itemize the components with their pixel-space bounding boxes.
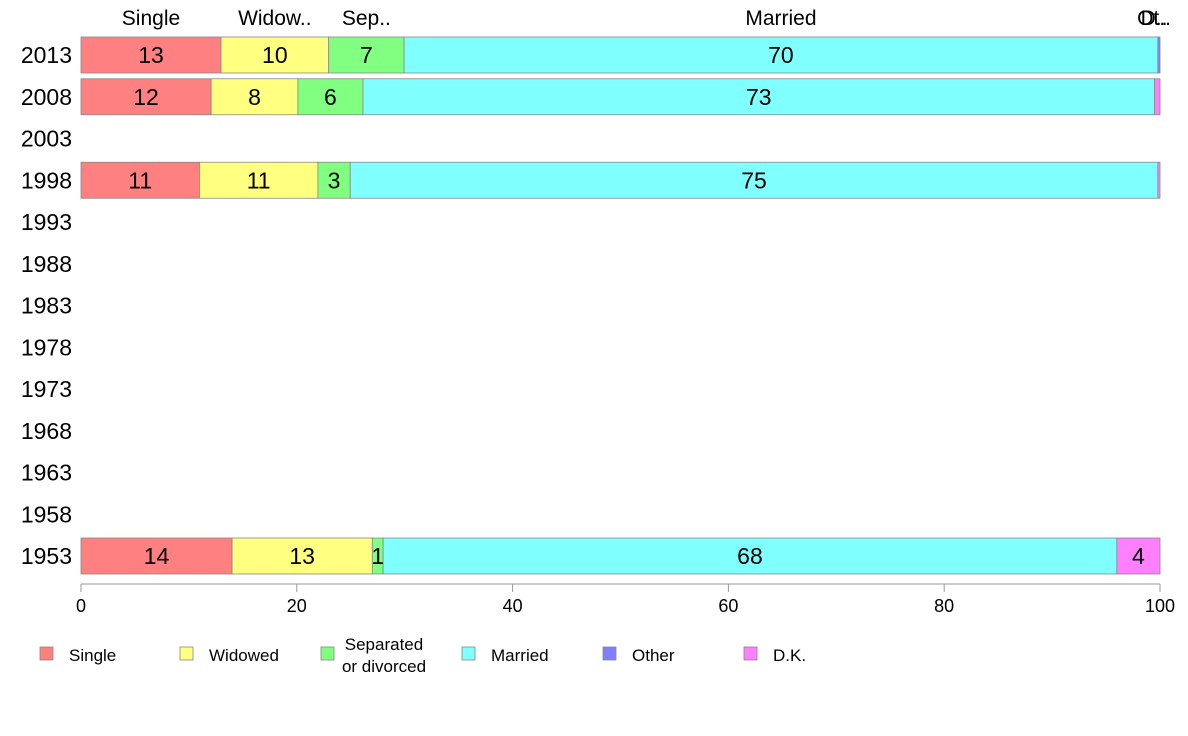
data-label: 12	[133, 84, 159, 110]
y-tick-label: 1973	[21, 376, 72, 402]
y-axis-labels: 2013 2008 2003 1998 1993 1988 1983 1978 1973 1968…	[21, 42, 72, 569]
data-label: 4	[1132, 543, 1145, 569]
bar-segment	[231, 537, 373, 575]
legend-label: Separated or divorced	[342, 635, 426, 676]
top-category-label: Ot..	[1137, 7, 1171, 30]
legend-label: Married	[491, 646, 549, 665]
y-tick-label: 2008	[21, 84, 72, 110]
data-label: 75	[741, 167, 767, 193]
x-tick-label: 100	[1145, 596, 1175, 616]
data-label: 13	[289, 543, 315, 569]
data-label: 3	[328, 167, 341, 193]
y-tick-label: 1958	[21, 501, 72, 527]
bar-segment	[1157, 161, 1161, 199]
data-label: 11	[247, 167, 271, 193]
data-label: 6	[324, 84, 337, 110]
bar-segment	[80, 161, 200, 199]
legend-label: Other	[632, 646, 675, 665]
bar-segment	[1116, 537, 1161, 575]
data-label: 73	[746, 84, 772, 110]
bar-segment	[80, 537, 233, 575]
x-tick-label: 40	[503, 596, 523, 616]
data-label: 70	[768, 42, 794, 68]
data-label: 68	[737, 543, 763, 569]
data-label: 10	[262, 42, 288, 68]
data-label: 8	[248, 84, 261, 110]
legend-swatch	[39, 646, 54, 661]
legend-swatch	[320, 646, 335, 661]
x-tick-label: 20	[287, 596, 307, 616]
legend-label: D.K.	[773, 646, 806, 665]
y-tick-label: 1993	[21, 209, 72, 235]
bar-segment	[362, 78, 1155, 116]
top-category-label: D..	[1141, 7, 1168, 30]
top-category-label: Sep..	[342, 7, 391, 30]
top-labels: Single Widow.. Sep.. Married Ot..D..	[122, 7, 1171, 30]
legend-swatch	[602, 646, 617, 661]
bar-segment	[297, 78, 364, 116]
bar-segment	[199, 161, 319, 199]
y-tick-label: 2013	[21, 42, 72, 68]
x-tick-label: 60	[718, 596, 738, 616]
top-category-label: Married	[745, 7, 816, 30]
bar-segment	[317, 161, 351, 199]
x-tick-label: 0	[76, 596, 86, 616]
x-axis: 0 20 40 60 80 100	[76, 583, 1175, 616]
y-tick-label: 1953	[21, 543, 72, 569]
legend-swatch	[743, 646, 758, 661]
legend-label: Widowed	[209, 646, 279, 665]
data-label: 1	[371, 543, 384, 569]
bar-segment	[80, 78, 212, 116]
y-tick-label: 1983	[21, 293, 72, 319]
y-tick-label: 1963	[21, 460, 72, 486]
bar-segment	[1157, 36, 1161, 74]
bar-segment	[210, 78, 299, 116]
bar-segment	[220, 36, 330, 74]
bars: 13 10 7 70 12 8 6 73 11 11 3 75 14 13 1 68 4	[80, 36, 1161, 575]
bar-segment	[349, 161, 1159, 199]
data-label: 14	[144, 543, 170, 569]
data-label: 13	[138, 42, 164, 68]
bar-segment	[1154, 78, 1161, 116]
data-label: 7	[360, 42, 373, 68]
legend-swatch	[179, 646, 194, 661]
y-tick-label: 1988	[21, 251, 72, 277]
y-tick-label: 1968	[21, 418, 72, 444]
y-tick-label: 2003	[21, 126, 72, 152]
bar-segment	[382, 537, 1118, 575]
legend: Single Widowed Separated or divorced Married…	[39, 635, 806, 676]
y-tick-label: 1998	[21, 167, 72, 193]
top-category-label: Widow..	[238, 7, 312, 30]
y-tick-label: 1978	[21, 334, 72, 360]
top-category-label: Single	[122, 7, 180, 30]
legend-swatch	[461, 646, 476, 661]
data-label: 11	[128, 167, 152, 193]
legend-label: Single	[69, 646, 116, 665]
x-tick-label: 80	[934, 596, 954, 616]
